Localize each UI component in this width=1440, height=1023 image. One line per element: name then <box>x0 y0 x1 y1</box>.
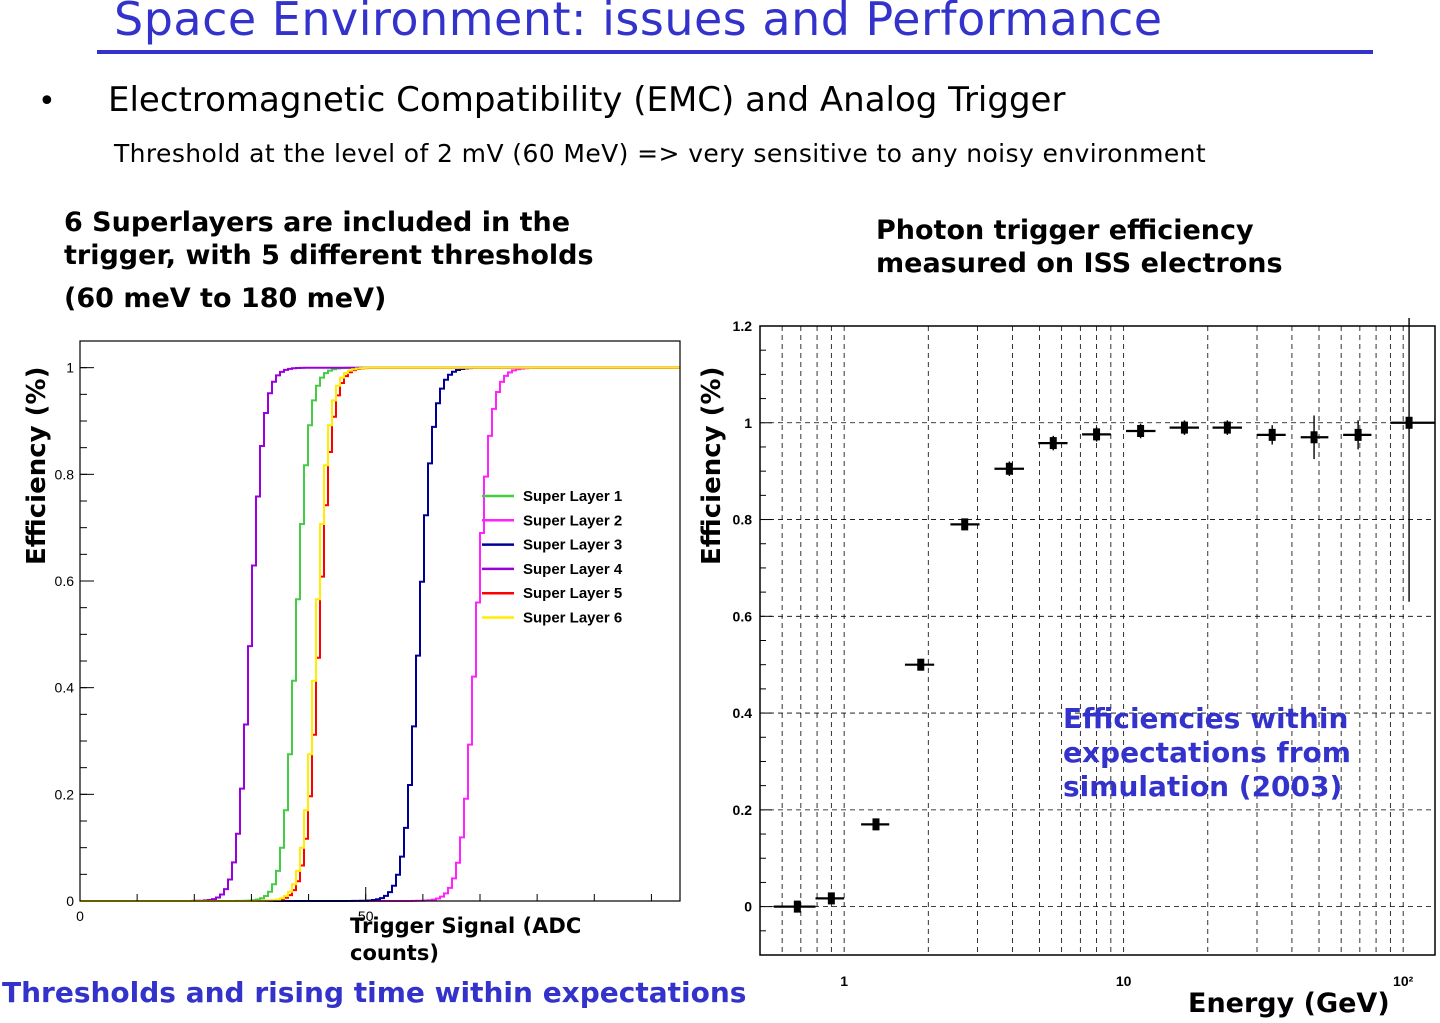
data-point <box>872 818 880 831</box>
left-y-axis-label: Efficiency (%) <box>22 366 52 565</box>
legend-label: Super Layer 2 <box>523 512 622 529</box>
x-tick-label: 10² <box>1393 973 1414 989</box>
y-tick-label: 0.4 <box>733 705 753 721</box>
right-chart-heading: Photon trigger efficiency measured on IS… <box>876 215 1283 279</box>
data-point <box>1005 462 1013 475</box>
x-tick-label: 50 <box>358 908 374 924</box>
y-tick-label: 0.2 <box>733 802 753 818</box>
threshold-efficiency-chart: 0 0.2 0.4 0.6 0.8 1 0 50 Super Layer 1 Super Lay… <box>40 328 690 928</box>
y-tick-label: 0 <box>744 899 752 915</box>
data-point <box>1310 431 1318 444</box>
legend-label: Super Layer 5 <box>523 585 622 602</box>
y-tick-label: 0.8 <box>55 466 75 482</box>
y-tick-label: 1 <box>744 415 752 431</box>
chart-background <box>730 318 1440 998</box>
x-tick-label: 1 <box>840 973 848 989</box>
data-point <box>793 900 801 913</box>
plot-frame <box>79 340 681 902</box>
simulation-annotation: Efficiencies within expectations from si… <box>1063 702 1351 803</box>
data-point <box>1180 421 1188 434</box>
data-point <box>1093 428 1101 441</box>
y-tick-label: 0.2 <box>55 786 75 802</box>
threshold-conclusion: Thresholds and rising time within expect… <box>2 976 747 1009</box>
data-point <box>1268 428 1276 441</box>
left-x-axis-label: Trigger Signal (ADC counts) <box>350 914 582 965</box>
y-tick-label: 1 <box>66 360 74 376</box>
bullet-text: Electromagnetic Compatibility (EMC) and … <box>108 80 1066 120</box>
y-tick-label: 1.2 <box>733 318 753 334</box>
data-point <box>1223 421 1231 434</box>
x-tick-label: 0 <box>76 908 84 924</box>
y-tick-label: 0 <box>66 893 74 909</box>
data-point <box>827 892 835 905</box>
right-y-axis-label: Efficiency (%) <box>697 366 727 565</box>
left-chart-heading-range: (60 meV to 180 meV) <box>64 283 387 314</box>
slide-title: Space Environment: issues and Performanc… <box>114 0 1163 46</box>
photon-efficiency-chart: 0 0.2 0.4 0.6 0.8 1 1.2 1 10 10² <box>730 318 1440 998</box>
legend-label: Super Layer 4 <box>523 561 623 578</box>
right-x-axis-label: Energy (GeV) <box>1188 988 1390 1019</box>
data-point <box>961 518 969 531</box>
left-chart-heading: 6 Superlayers are included in the trigge… <box>64 207 594 271</box>
legend-label: Super Layer 3 <box>523 537 622 554</box>
title-underline <box>97 50 1373 54</box>
data-point <box>1405 416 1413 429</box>
legend-label: Super Layer 6 <box>523 610 622 627</box>
chart-background <box>40 328 690 928</box>
data-point <box>1049 437 1057 450</box>
x-tick-label: 10 <box>1116 973 1132 989</box>
data-point <box>917 658 925 671</box>
y-tick-label: 0.4 <box>55 680 75 696</box>
data-point <box>1137 424 1145 437</box>
threshold-note: Threshold at the level of 2 mV (60 MeV) … <box>114 139 1207 168</box>
y-tick-label: 0.6 <box>733 608 753 624</box>
data-point <box>1354 428 1362 441</box>
y-tick-label: 0.6 <box>55 573 75 589</box>
y-tick-label: 0.8 <box>733 512 753 528</box>
legend-label: Super Layer 1 <box>523 488 622 505</box>
bullet-icon: • <box>38 84 56 119</box>
